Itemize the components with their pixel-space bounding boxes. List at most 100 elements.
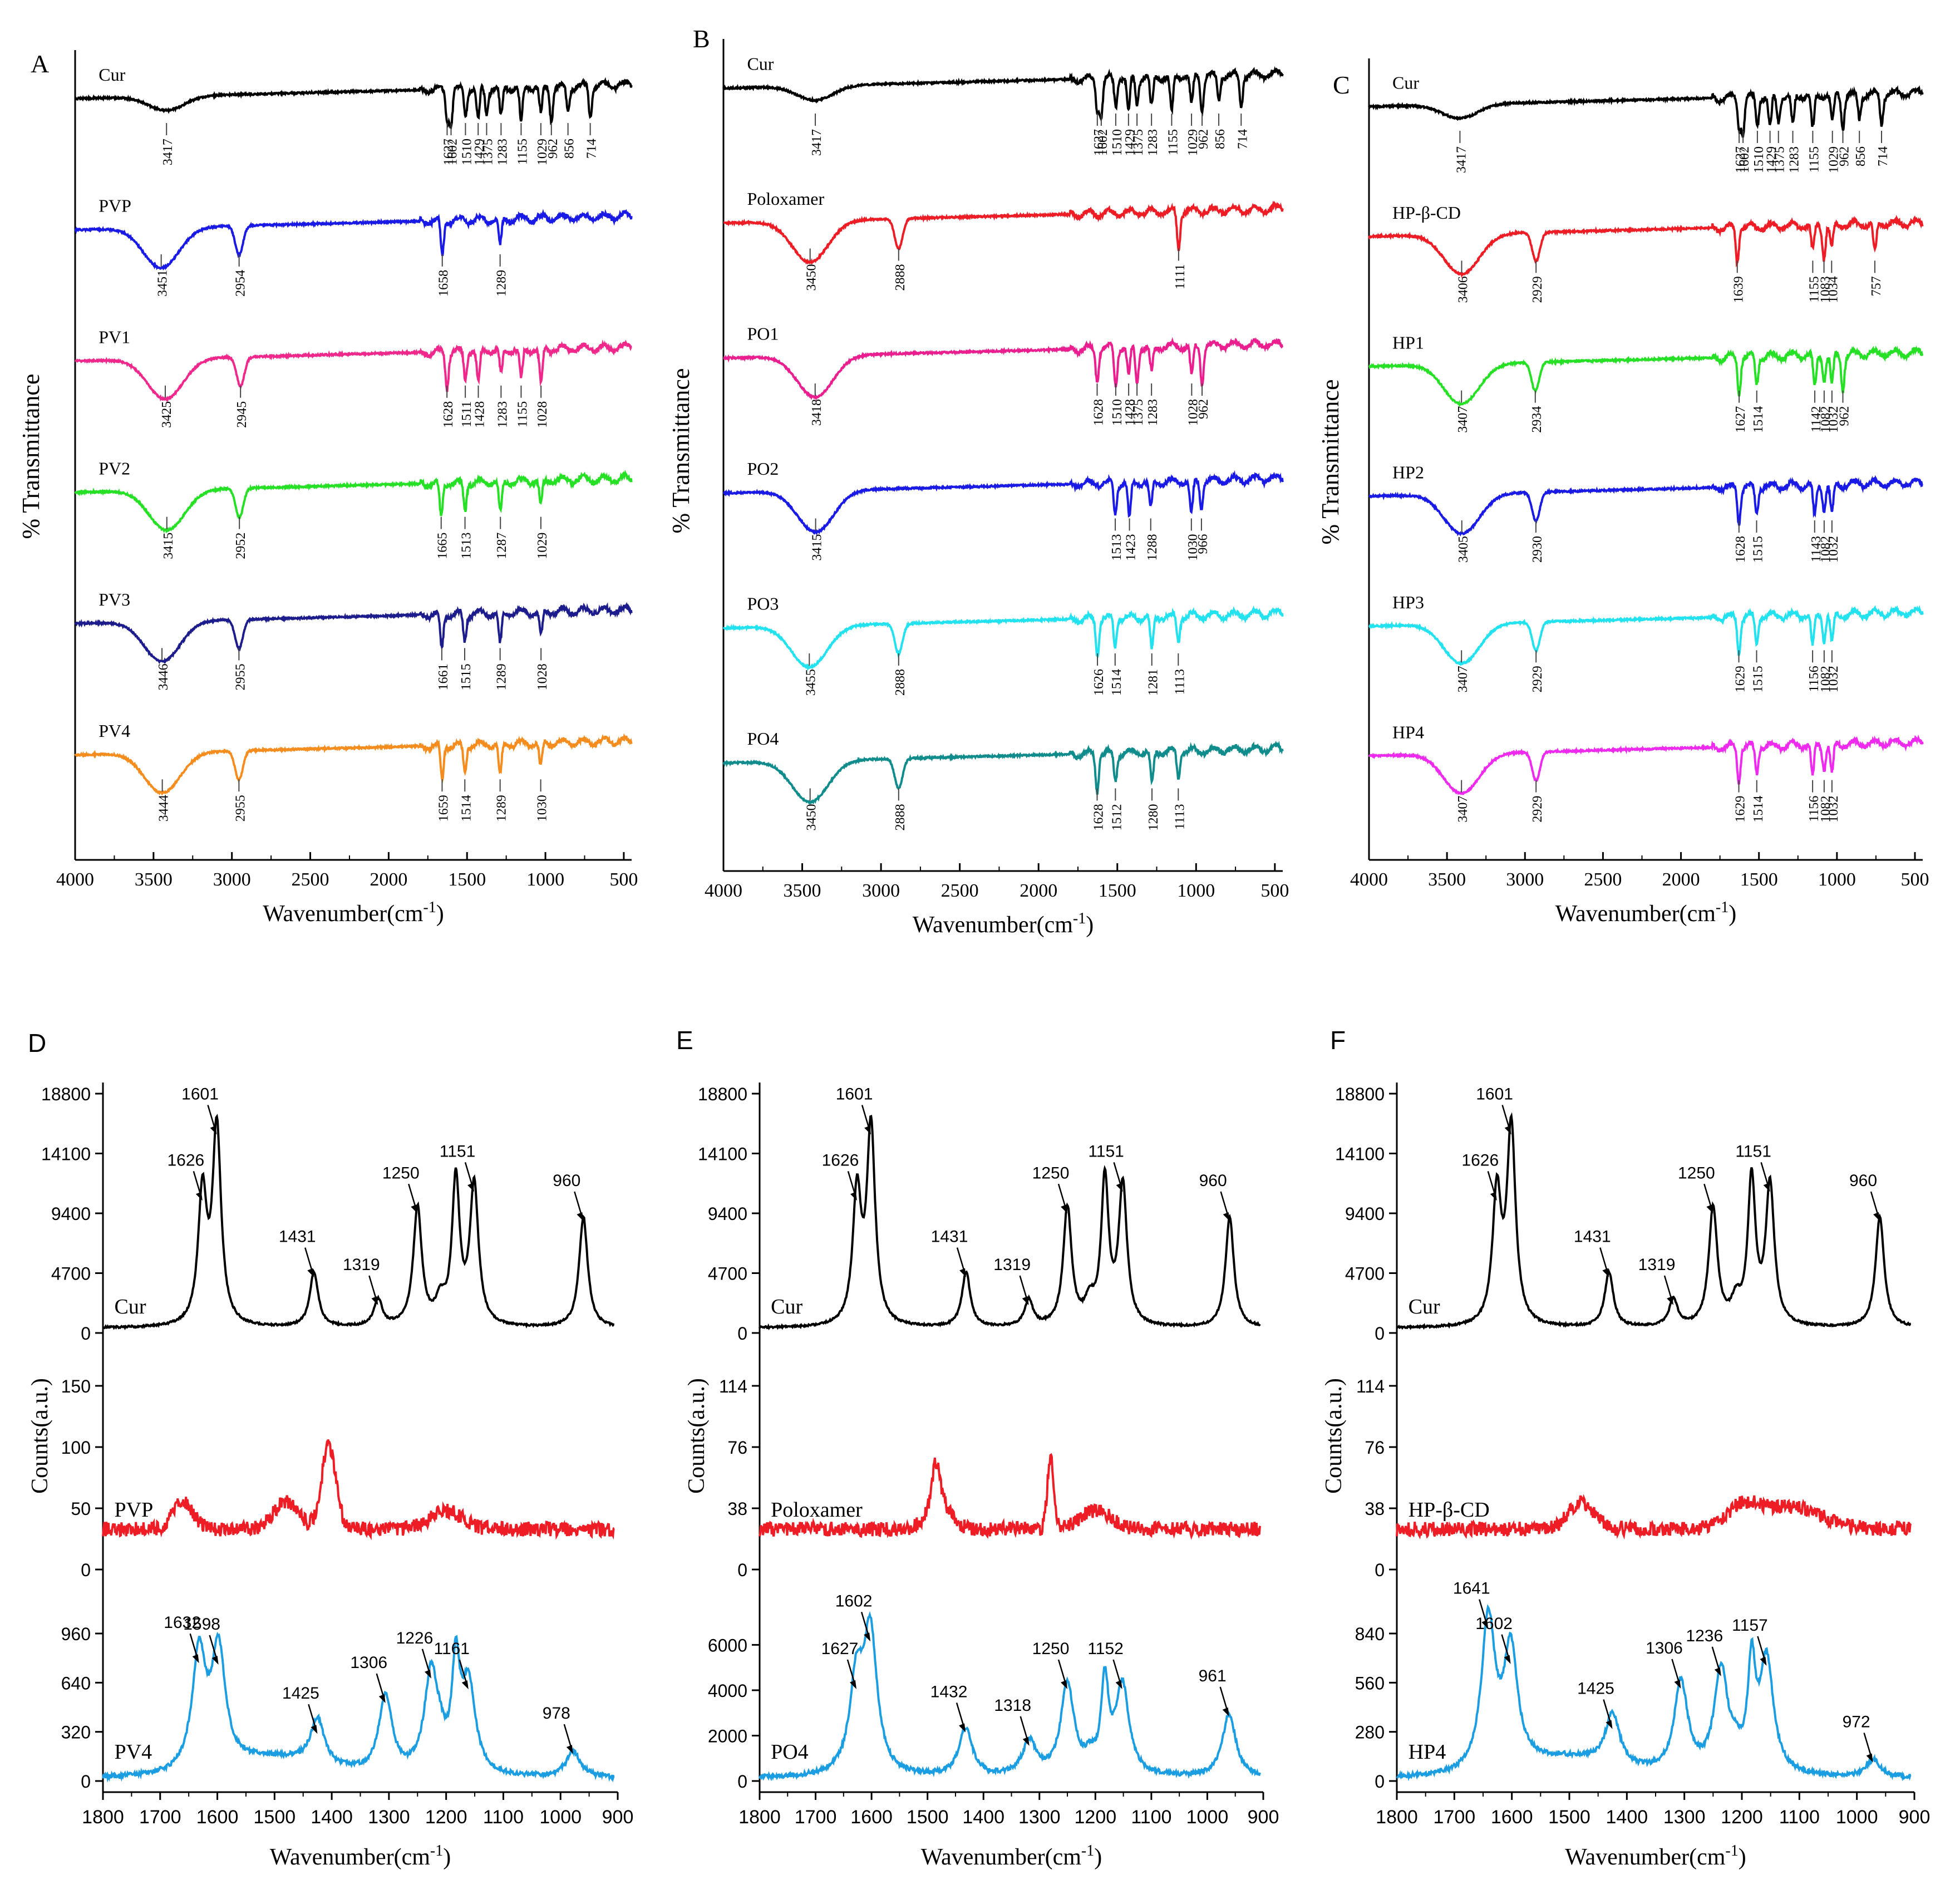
x-tick-label: 1400 <box>1606 1807 1648 1828</box>
peak-label: 3451 <box>156 270 170 297</box>
x-tick-label: 1800 <box>1376 1807 1418 1828</box>
peak-label: 1280 <box>1146 804 1161 830</box>
x-tick-label: 1400 <box>962 1807 1004 1828</box>
peak-label: 960 <box>1849 1172 1877 1190</box>
peak-label: 1288 <box>1145 534 1160 560</box>
y-tick-label: 4000 <box>708 1681 747 1701</box>
y-tick-label: 4700 <box>51 1264 91 1284</box>
y-axis-label: % Transmittance <box>17 374 45 539</box>
peak-label: 1429 <box>1765 146 1779 173</box>
peak-label: 1375 <box>1131 399 1146 426</box>
peak-label: 1289 <box>495 270 509 297</box>
peak-label: 856 <box>1854 146 1868 166</box>
x-axis-label: Wavenumber(cm-1) <box>263 899 444 927</box>
y-tick-label: 0 <box>81 1772 91 1792</box>
peak-label: 1515 <box>459 663 474 690</box>
x-axis-label-close: ) <box>1094 1844 1102 1870</box>
x-axis-label-main: Wavenumber(cm <box>913 912 1073 938</box>
spectrum-line <box>102 1114 615 1331</box>
spectrum-line <box>1368 345 1924 407</box>
peak-label: 1598 <box>183 1615 220 1634</box>
peak-label: 3405 <box>1456 536 1471 563</box>
series-label: PVP <box>115 1498 154 1522</box>
x-axis-label-main: Wavenumber(cm <box>1555 901 1716 927</box>
peak-label: 1287 <box>495 533 509 559</box>
x-tick-label: 1700 <box>1434 1807 1476 1828</box>
peak-label: 1319 <box>1638 1256 1676 1274</box>
peak-label: 1515 <box>1751 536 1766 563</box>
y-tick-label: 0 <box>737 1560 747 1580</box>
peak-label: 960 <box>1199 1172 1227 1190</box>
y-tick-label: 9400 <box>708 1204 747 1224</box>
x-tick-label: 1000 <box>526 869 564 890</box>
x-axis-label-sup: -1 <box>430 1842 443 1859</box>
x-tick-label: 1700 <box>139 1807 181 1828</box>
spectrum-line <box>1396 1604 1912 1782</box>
peak-label: 1250 <box>382 1164 420 1182</box>
peak-label: 1032 <box>1826 536 1841 563</box>
peak-label: 1639 <box>1732 276 1746 303</box>
peak-label: 2888 <box>893 264 908 291</box>
peak-label: 962 <box>546 139 560 159</box>
peak-label: 714 <box>1876 146 1890 166</box>
peak-label: 714 <box>585 139 599 159</box>
raman-panel-F: 1800 1700 1600 1500 1400 1300 1200 1100 1000 900 W… <box>1321 1026 1930 1870</box>
peak-label: 1661 <box>436 663 451 690</box>
peak-label: 1428 <box>1123 399 1137 426</box>
peak-label: 1283 <box>1146 129 1160 156</box>
panel-letter: B <box>693 24 710 53</box>
peak-label: 1425 <box>282 1684 319 1703</box>
peak-label: 2954 <box>234 270 248 297</box>
x-tick-label: 1500 <box>448 869 486 890</box>
peak-label: 1113 <box>1173 804 1187 829</box>
ftir-panel-C: 4000 3500 3000 2500 2000 1500 1000 500 Wavenumbe… <box>1317 58 1929 927</box>
peak-label: 2930 <box>1530 536 1545 563</box>
x-axis-label-main: Wavenumber(cm <box>1565 1844 1725 1870</box>
peak-label: 1151 <box>440 1142 476 1160</box>
peak-label: 1318 <box>994 1696 1031 1715</box>
spectrum-line <box>722 470 1284 536</box>
peak-arrowhead <box>1606 1720 1613 1729</box>
x-tick-label: 1600 <box>1491 1807 1533 1828</box>
series-label: Poloxamer <box>771 1498 863 1522</box>
peak-arrowhead <box>311 1725 318 1734</box>
spectrum-line <box>74 209 633 271</box>
y-tick-label: 6000 <box>708 1635 747 1655</box>
peak-label: 1319 <box>343 1256 380 1274</box>
peak-label: 1628 <box>1734 536 1748 563</box>
series-label: PV4 <box>99 721 130 741</box>
peak-label: 1161 <box>434 1640 470 1658</box>
y-axis-label: % Transmittance <box>1317 380 1344 545</box>
x-axis-label-main: Wavenumber(cm <box>270 1844 430 1870</box>
x-tick-label: 3500 <box>1428 869 1466 890</box>
peak-label: 1627 <box>1734 406 1748 433</box>
spectrum-line <box>723 200 1284 265</box>
peak-label: 1029 <box>1827 146 1841 173</box>
series-label: HP-β-CD <box>1392 203 1461 223</box>
x-axis-label: Wavenumber(cm-1) <box>1565 1842 1746 1870</box>
y-tick-label: 18800 <box>698 1084 747 1104</box>
x-tick-label: 1200 <box>1075 1807 1117 1828</box>
x-tick-label: 1100 <box>1131 1807 1171 1828</box>
peak-label: 856 <box>563 139 577 159</box>
peak-arrowhead <box>850 1192 857 1201</box>
peak-label: 3407 <box>1456 796 1470 823</box>
peak-arrowhead <box>1022 1736 1030 1746</box>
peak-label: 1512 <box>1110 804 1124 830</box>
peak-label: 1659 <box>436 795 451 821</box>
y-tick-label: 14100 <box>41 1144 91 1164</box>
spectrum-line <box>1368 85 1924 138</box>
peak-label: 1029 <box>535 533 550 559</box>
peak-arrowhead <box>211 1655 219 1665</box>
spectrum-line <box>102 1631 615 1783</box>
x-tick-label: 1700 <box>795 1807 837 1828</box>
peak-label: 1155 <box>515 139 530 165</box>
peak-label: 2888 <box>893 669 908 696</box>
peak-label: 1236 <box>1686 1627 1723 1645</box>
peak-label: 1513 <box>1110 534 1124 560</box>
peak-label: 1082 <box>1819 536 1833 563</box>
peak-arrowhead <box>192 1654 199 1664</box>
series-label: Poloxamer <box>747 189 824 209</box>
peak-label: 1602 <box>1096 129 1110 156</box>
series-label: Cur <box>99 65 125 85</box>
